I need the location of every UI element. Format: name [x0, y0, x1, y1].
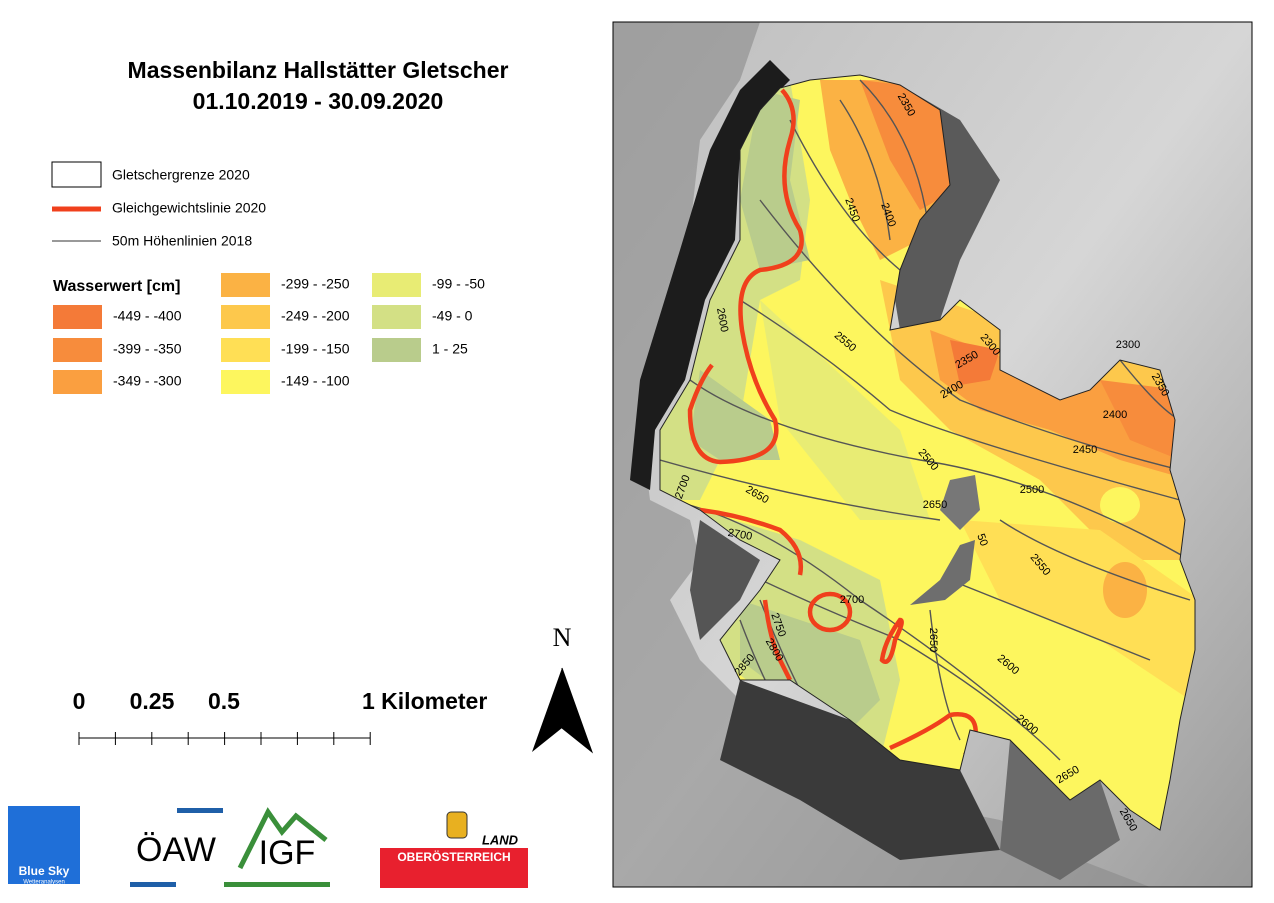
contour-label: 2400	[1103, 409, 1127, 421]
legend-swatch	[221, 370, 270, 394]
legend-swatch	[372, 273, 421, 297]
contour-label: 2650	[927, 628, 939, 652]
north-arrow: N	[532, 623, 594, 754]
legend-label: -399 - -350	[113, 341, 182, 357]
legend-label: -249 - -200	[281, 308, 350, 324]
contour-label: 2500	[1020, 484, 1044, 496]
scale-label: 1 Kilometer	[362, 688, 487, 714]
legend-swatch	[372, 305, 421, 329]
legend-swatch	[221, 273, 270, 297]
legend-swatch	[372, 338, 421, 362]
legend-label: 50m Höhenlinien 2018	[112, 233, 252, 249]
map: 2350240024502600255023502300240023002350…	[613, 22, 1252, 887]
legend-label: -99 - -50	[432, 276, 485, 292]
legend-label: 1 - 25	[432, 341, 468, 357]
logo-text: LAND	[482, 832, 519, 847]
logo-blue-sky: Blue Sky Wetteranalysen	[8, 806, 80, 886]
scale-label: 0	[73, 688, 86, 714]
logo-text: ÖAW	[136, 831, 216, 869]
contour-label: 2300	[1116, 339, 1140, 351]
map-frame	[612, 21, 1253, 888]
legend-label: -49 - 0	[432, 308, 473, 324]
contour-label: 2700	[727, 527, 753, 543]
legend-label: -299 - -250	[281, 276, 350, 292]
logo-text: Blue Sky	[19, 864, 70, 878]
legend-swatch	[53, 305, 102, 329]
contour-label: 2450	[1073, 444, 1097, 456]
legend-label: -349 - -300	[113, 373, 182, 389]
logo-text: OBERÖSTERREICH	[397, 849, 510, 864]
contour-label: 50	[974, 532, 989, 548]
scale-label: 0.25	[130, 688, 175, 714]
north-label: N	[553, 623, 572, 652]
legend-label: -149 - -100	[281, 373, 350, 389]
legend-swatch	[53, 370, 102, 394]
subtitle: 01.10.2019 - 30.09.2020	[193, 88, 444, 114]
logo-text: Wetteranalysen	[23, 880, 65, 886]
legend-swatch	[53, 338, 102, 362]
legend-label: -449 - -400	[113, 308, 182, 324]
logo-text: IGF	[259, 834, 316, 872]
legend-swatch	[221, 338, 270, 362]
legend-label: -199 - -150	[281, 341, 350, 357]
contour-label: 2650	[923, 499, 947, 511]
logo-land-ooe: LAND OBERÖSTERREICH	[380, 811, 528, 888]
legend-classes-title: Wasserwert [cm]	[53, 278, 180, 295]
legend-label: Gleichgewichtslinie 2020	[112, 200, 266, 216]
scale-label: 0.5	[208, 688, 240, 714]
contour-label: 2700	[840, 594, 864, 606]
logo-oeaw-igf: ÖAW IGF	[130, 807, 330, 887]
title: Massenbilanz Hallstätter Gletscher	[128, 57, 509, 83]
contour-label: 2600	[714, 307, 730, 333]
legend-swatch	[221, 305, 270, 329]
legend-boundary-swatch	[51, 161, 102, 188]
legend-label: Gletschergrenze 2020	[112, 167, 250, 183]
